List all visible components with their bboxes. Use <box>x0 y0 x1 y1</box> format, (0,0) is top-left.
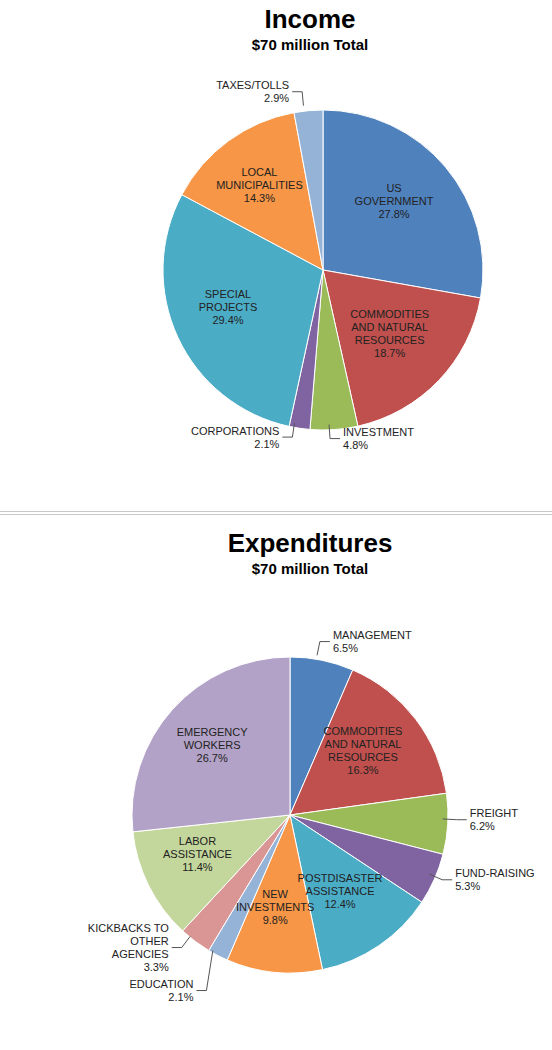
svg-text:COMMODITIESAND NATURALRESOURCE: COMMODITIESAND NATURALRESOURCES16.3% <box>324 725 403 776</box>
svg-text:NEWINVESTMENTS9.8%: NEWINVESTMENTS9.8% <box>236 888 314 926</box>
svg-text:MANAGEMENT6.5%: MANAGEMENT6.5% <box>333 629 412 654</box>
svg-text:CORPORATIONS2.1%: CORPORATIONS2.1% <box>191 425 280 450</box>
svg-text:EMERGENCYWORKERS26.7%: EMERGENCYWORKERS26.7% <box>177 726 249 764</box>
svg-text:FUND-RAISING5.3%: FUND-RAISING5.3% <box>455 867 534 892</box>
html-text:POSTDISASTER: POSTDISASTER <box>297 872 383 884</box>
svg-text:LABORASSISTANCE11.4%: LABORASSISTANCE11.4% <box>163 835 232 873</box>
svg-text:EDUCATION2.1%: EDUCATION2.1% <box>129 978 193 1003</box>
svg-text:TAXES/TOLLS2.9%: TAXES/TOLLS2.9% <box>216 79 289 104</box>
svg-text:COMMODITIESAND NATURALRESOURCE: COMMODITIESAND NATURALRESOURCES18.7% <box>350 308 429 359</box>
html-text:$70 million Total: $70 million Total <box>251 36 369 53</box>
svg-text:LOCALMUNICIPALITIES14.3%: LOCALMUNICIPALITIES14.3% <box>216 166 303 204</box>
html-text:$70 million Total: $70 million Total <box>251 560 369 577</box>
html-text:12.4%: 12.4% <box>324 898 356 910</box>
html-text:Expenditures: Expenditures <box>227 528 393 558</box>
svg-text:SPECIALPROJECTS29.4%: SPECIALPROJECTS29.4% <box>199 288 258 326</box>
html-text:Income: Income <box>264 4 356 34</box>
svg-text:INVESTMENT4.8%: INVESTMENT4.8% <box>343 426 414 451</box>
svg-text:FREIGHT6.2%: FREIGHT6.2% <box>470 807 519 832</box>
svg-text:USGOVERNMENT27.8%: USGOVERNMENT27.8% <box>355 182 434 220</box>
html-text:ASSISTANCE: ASSISTANCE <box>305 885 375 897</box>
svg-text:KICKBACKS TOOTHERAGENCIES3.3%: KICKBACKS TOOTHERAGENCIES3.3% <box>88 922 169 973</box>
